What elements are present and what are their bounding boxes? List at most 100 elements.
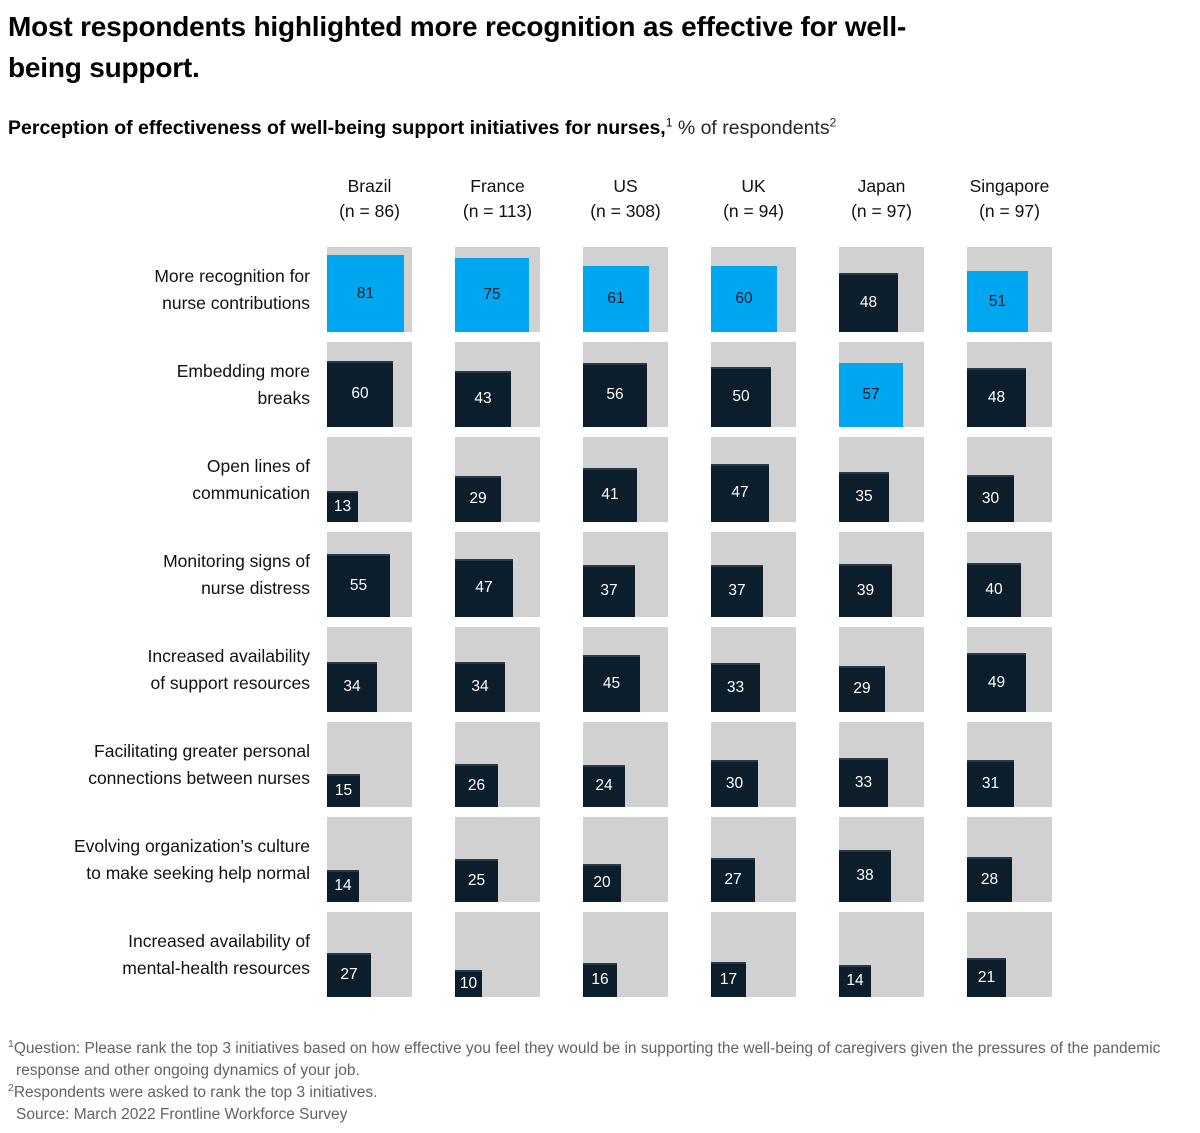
- cell-track: 75: [455, 247, 540, 332]
- row-label-line: nurse contributions: [162, 292, 310, 313]
- value-label: 24: [595, 777, 613, 794]
- value-square-highlighted: 51: [967, 271, 1028, 332]
- value-square: 30: [711, 760, 758, 807]
- value-label: 27: [724, 871, 742, 888]
- value-label: 15: [334, 781, 353, 799]
- value-label: 34: [343, 678, 361, 695]
- value-label: 56: [606, 386, 624, 403]
- row-label-line: Facilitating greater personal: [94, 740, 310, 761]
- cell-track: 29: [455, 437, 540, 522]
- source-text: Source: March 2022 Frontline Workforce S…: [16, 1106, 348, 1123]
- row-label-line: Evolving organization’s culture: [73, 835, 310, 856]
- row-label-line: Embedding more: [176, 360, 310, 381]
- cell-track: 56: [583, 342, 668, 427]
- value-square: 20: [583, 864, 621, 902]
- column-header-country: Brazil: [347, 176, 392, 196]
- value-square-highlighted: 57: [839, 363, 903, 427]
- row-label-line: communication: [192, 482, 310, 503]
- value-label: 29: [469, 490, 487, 507]
- footnote-2: 2Respondents were asked to rank the top …: [8, 1082, 1185, 1104]
- value-label: 45: [602, 674, 621, 692]
- cell-track: 47: [455, 532, 540, 617]
- chart-subtitle-main: Perception of effectiveness of well-bein…: [8, 117, 666, 139]
- footnote-1-marker: 1: [8, 1037, 14, 1050]
- value-label: 48: [987, 388, 1006, 406]
- cell-track: 57: [839, 342, 924, 427]
- cell-track: 41: [583, 437, 668, 522]
- value-label: 57: [862, 386, 880, 403]
- value-label: 60: [351, 385, 369, 402]
- footnote-2-text: Respondents were asked to rank the top 3…: [13, 1084, 378, 1101]
- value-square: 31: [967, 760, 1014, 807]
- cell-track: 31: [967, 722, 1052, 807]
- value-square: 56: [583, 363, 647, 427]
- subtitle-footnote-marker-1: 1: [665, 115, 673, 130]
- cell-track: 10: [455, 912, 540, 997]
- row-label: Open lines of communication: [0, 437, 310, 522]
- value-label: 39: [856, 581, 875, 599]
- value-square: 27: [327, 953, 371, 997]
- value-square-highlighted: 75: [455, 258, 529, 332]
- value-label: 33: [726, 678, 745, 696]
- cell-track: 48: [967, 342, 1052, 427]
- column-header-country: UK: [741, 176, 766, 196]
- cell-track: 49: [967, 627, 1052, 712]
- value-square: 43: [455, 371, 511, 427]
- value-label: 41: [601, 486, 619, 503]
- cell-track: 33: [839, 722, 924, 807]
- value-square: 14: [327, 870, 359, 902]
- value-label: 61: [607, 290, 625, 307]
- cell-track: 15: [327, 722, 412, 807]
- value-label: 48: [859, 293, 878, 311]
- value-label: 38: [856, 867, 874, 884]
- value-label: 33: [854, 773, 873, 791]
- value-square: 47: [455, 559, 513, 617]
- value-square: 21: [967, 958, 1006, 997]
- cell-track: 48: [839, 247, 924, 332]
- value-label: 51: [988, 292, 1007, 310]
- cell-track: 47: [711, 437, 796, 522]
- column-header-sample-size: (n = 86): [339, 201, 400, 221]
- column-header-brazil: Brazil (n = 86): [300, 174, 440, 224]
- value-square: 49: [967, 653, 1026, 712]
- row-label: Increased availability of mental-health r…: [0, 912, 310, 997]
- value-label: 49: [987, 673, 1006, 691]
- value-label: 16: [591, 971, 609, 988]
- page-title-line1: Most respondents highlighted more recogn…: [8, 11, 907, 42]
- value-square: 33: [711, 663, 760, 712]
- value-square: 41: [583, 468, 637, 522]
- column-header-sample-size: (n = 113): [462, 201, 533, 221]
- row-label-line: nurse distress: [201, 577, 310, 598]
- value-square: 37: [583, 565, 635, 617]
- chart-subtitle-unit: % of respondents: [672, 117, 830, 139]
- value-square: 15: [327, 774, 360, 807]
- cell-track: 43: [455, 342, 540, 427]
- column-header-sample-size: (n = 94): [723, 201, 784, 221]
- cell-track: 14: [839, 912, 924, 997]
- value-label: 34: [471, 678, 489, 695]
- cell-track: 37: [711, 532, 796, 617]
- value-label: 37: [728, 582, 746, 599]
- value-square: 48: [839, 273, 898, 332]
- cell-track: 17: [711, 912, 796, 997]
- value-square: 40: [967, 563, 1021, 617]
- row-label-line: Increased availability: [147, 645, 310, 666]
- value-square: 24: [583, 765, 625, 807]
- row-label-line: breaks: [257, 387, 310, 408]
- column-header-sample-size: (n = 97): [851, 201, 912, 221]
- row-label: Embedding more breaks: [0, 342, 310, 427]
- row-label: More recognition for nurse contributions: [0, 247, 310, 332]
- value-square: 48: [967, 368, 1026, 427]
- value-square-highlighted: 60: [711, 266, 777, 332]
- cell-track: 81: [327, 247, 412, 332]
- value-square: 13: [327, 491, 358, 522]
- row-label-line: Monitoring signs of: [163, 550, 310, 571]
- value-square: 14: [839, 965, 871, 997]
- value-square: 25: [455, 859, 498, 902]
- cell-track: 13: [327, 437, 412, 522]
- value-label: 28: [980, 870, 999, 888]
- value-square-highlighted: 61: [583, 266, 649, 332]
- value-label: 21: [977, 968, 996, 986]
- chart-subtitle: Perception of effectiveness of well-bein…: [8, 115, 1188, 141]
